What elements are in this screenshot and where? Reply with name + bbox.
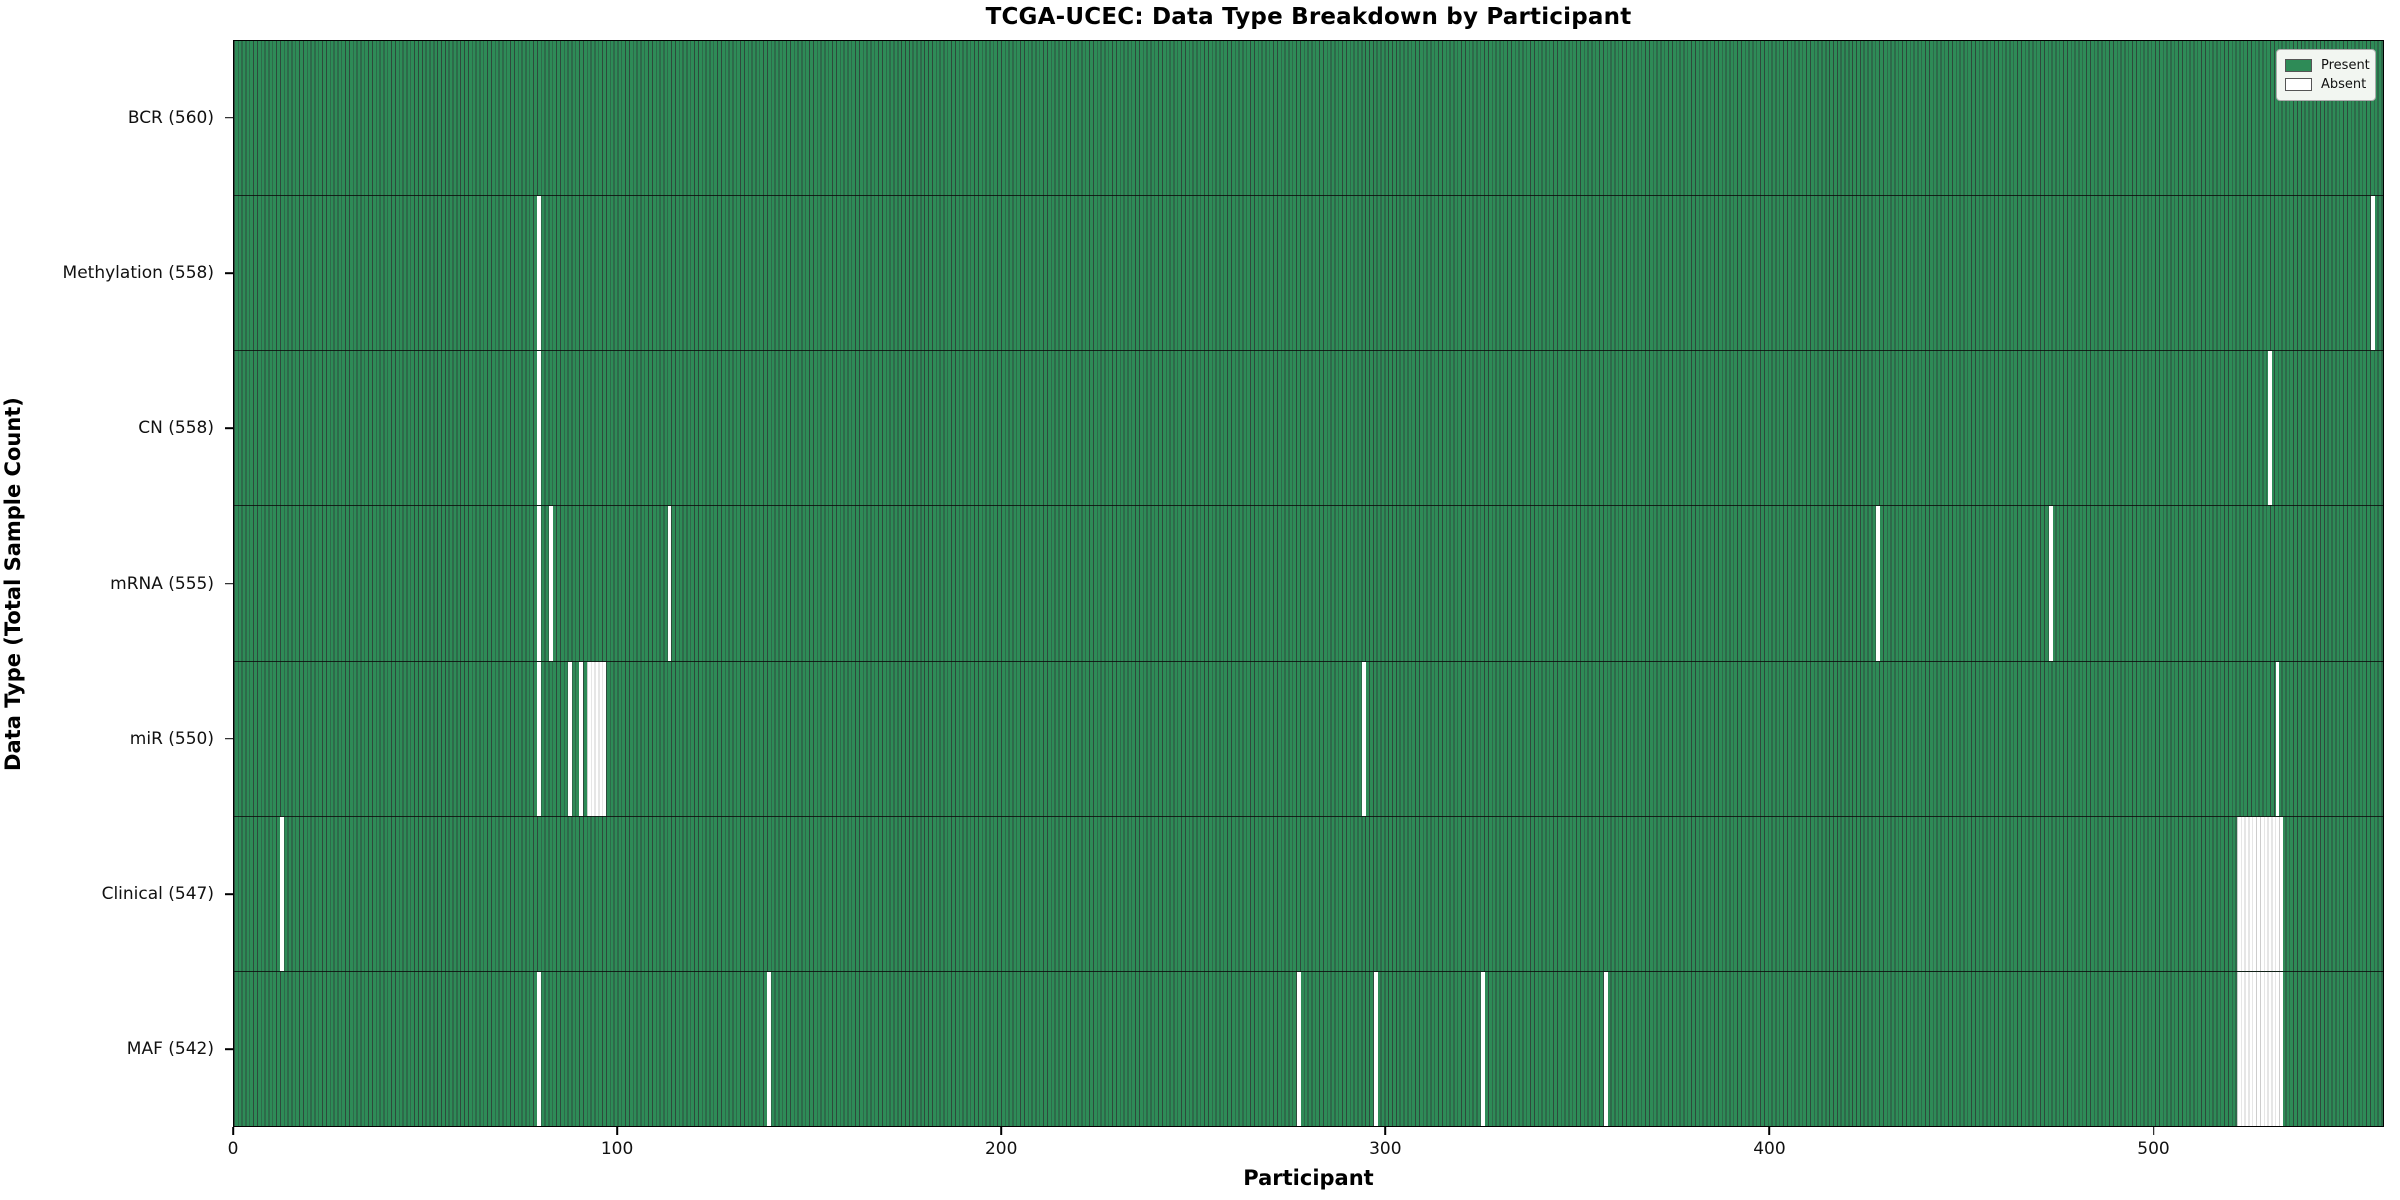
absent-mark	[1373, 971, 1378, 1126]
y-tick-label: Methylation (558)	[62, 262, 214, 283]
absent-mark	[1481, 971, 1486, 1126]
x-tick-mark	[2152, 1127, 2155, 1135]
absent-mark	[579, 661, 584, 816]
x-tick-mark	[232, 1127, 234, 1135]
y-tick-mark	[225, 427, 233, 429]
absent-mark	[537, 506, 541, 661]
presence-matrix	[234, 41, 2383, 1126]
x-tick-label: 400	[1753, 1139, 1786, 1159]
y-tick-label: CN (558)	[138, 418, 214, 439]
legend-item-absent: Absent	[2285, 75, 2367, 94]
legend-item-present: Present	[2285, 56, 2370, 75]
absent-mark	[537, 196, 541, 351]
absent-mark	[548, 506, 553, 661]
y-axis-label: Data Type (Total Sample Count)	[1, 397, 25, 771]
y-tick-mark	[225, 1048, 233, 1051]
x-tick-label: 300	[1369, 1139, 1402, 1159]
x-tick-label: 200	[984, 1139, 1018, 1159]
x-tick-label: 500	[2137, 1139, 2170, 1159]
absent-mark	[767, 971, 772, 1126]
legend-present-label: Present	[2321, 58, 2370, 73]
y-tick-label: mRNA (555)	[110, 573, 214, 594]
y-tick-label: BCR (560)	[127, 107, 214, 128]
y-tick-label: MAF (542)	[126, 1039, 214, 1060]
absent-mark	[1603, 971, 1608, 1126]
y-tick-mark	[225, 582, 233, 585]
absent-mark	[2237, 816, 2284, 971]
absent-mark	[667, 506, 672, 661]
legend: Present Absent	[2276, 49, 2376, 101]
absent-mark	[2371, 196, 2376, 351]
chart-title: TCGA-UCEC: Data Type Breakdown by Partic…	[985, 4, 1632, 30]
row-mRNA	[234, 506, 2383, 662]
absent-mark	[2275, 661, 2280, 816]
row-Clinical	[234, 816, 2383, 972]
absent-mark	[1876, 506, 1881, 661]
absent-mark	[280, 816, 284, 971]
x-tick-mark	[1768, 1127, 1771, 1135]
y-tick-mark	[225, 893, 233, 895]
row-MAF	[234, 971, 2383, 1126]
absent-mark	[537, 971, 541, 1126]
x-tick-label: 0	[227, 1139, 239, 1159]
x-tick-label: 100	[600, 1139, 634, 1159]
absent-mark	[537, 351, 541, 506]
row-Methylation	[234, 196, 2383, 352]
absent-mark	[587, 661, 607, 816]
absent-swatch	[2285, 78, 2312, 91]
absent-mark	[1362, 661, 1367, 816]
y-tick-mark	[225, 272, 233, 274]
absent-mark	[2237, 971, 2284, 1126]
absent-mark	[1296, 971, 1301, 1126]
absent-mark	[2049, 506, 2053, 661]
legend-absent-label: Absent	[2321, 77, 2367, 92]
absent-mark	[567, 661, 572, 816]
y-tick-mark	[225, 737, 233, 740]
row-CN	[234, 351, 2383, 507]
y-tick-label: Clinical (547)	[101, 884, 214, 905]
plot-area: Present Absent	[233, 40, 2384, 1127]
y-tick-mark	[225, 116, 233, 119]
row-miR	[234, 661, 2383, 817]
x-tick-mark	[1384, 1127, 1387, 1135]
present-swatch	[2285, 59, 2312, 72]
absent-mark	[2267, 351, 2272, 506]
absent-mark	[537, 661, 541, 816]
x-tick-mark	[1000, 1127, 1002, 1135]
x-axis-label: Participant	[1243, 1166, 1374, 1190]
y-tick-label: miR (550)	[129, 728, 214, 749]
row-BCR	[234, 41, 2383, 197]
x-tick-mark	[616, 1127, 618, 1135]
